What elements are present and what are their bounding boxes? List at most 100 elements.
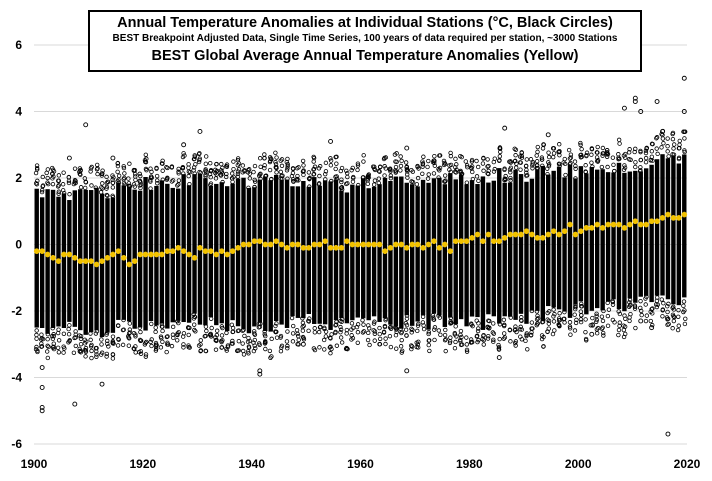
station-column xyxy=(263,176,268,332)
global-average-point xyxy=(240,241,247,248)
station-point xyxy=(77,171,83,177)
station-point xyxy=(568,155,574,160)
station-point xyxy=(343,346,349,352)
station-point xyxy=(159,161,165,166)
station-point xyxy=(426,158,431,164)
global-average-point xyxy=(33,248,40,254)
station-point xyxy=(525,173,530,178)
station-column xyxy=(643,168,649,296)
station-point xyxy=(371,182,377,187)
station-point xyxy=(470,176,476,182)
global-average-point xyxy=(218,248,225,254)
station-point xyxy=(279,173,284,179)
station-point xyxy=(557,163,562,168)
station-column xyxy=(295,186,301,318)
global-average-point xyxy=(229,248,236,254)
global-average-point xyxy=(393,241,399,248)
station-column xyxy=(671,155,676,305)
station-point xyxy=(540,146,546,151)
station-point xyxy=(476,178,481,184)
station-point xyxy=(98,352,104,357)
station-point xyxy=(143,166,149,172)
station-point xyxy=(546,326,551,331)
station-column xyxy=(170,187,175,323)
station-column xyxy=(312,177,317,324)
station-point xyxy=(321,337,327,343)
station-point xyxy=(192,322,197,327)
station-point xyxy=(453,165,458,170)
station-point xyxy=(224,162,230,167)
station-point xyxy=(583,329,588,335)
station-point xyxy=(50,326,55,331)
station-point xyxy=(328,158,334,163)
station-point xyxy=(110,340,115,346)
station-point xyxy=(230,179,235,185)
station-point xyxy=(301,168,306,173)
station-point xyxy=(213,347,219,352)
station-point xyxy=(273,160,278,165)
station-point xyxy=(252,332,258,337)
station-point xyxy=(198,170,203,176)
station-point xyxy=(311,172,316,177)
station-point xyxy=(448,320,454,325)
global-average-point xyxy=(387,244,394,251)
station-point xyxy=(367,342,372,348)
station-point xyxy=(403,160,409,165)
global-average-point xyxy=(518,231,524,238)
station-column xyxy=(382,177,388,319)
station-outlier xyxy=(496,355,502,360)
station-point xyxy=(540,163,545,169)
station-point xyxy=(655,151,660,157)
station-point xyxy=(115,323,121,328)
station-point xyxy=(170,178,176,183)
station-point xyxy=(110,352,116,357)
station-column xyxy=(556,166,562,310)
station-point xyxy=(469,159,475,164)
station-point xyxy=(545,317,550,322)
station-point xyxy=(263,333,268,339)
station-point xyxy=(218,172,223,177)
global-average-point xyxy=(447,248,454,254)
station-point xyxy=(339,185,345,190)
station-point xyxy=(323,160,329,166)
station-point xyxy=(604,154,610,160)
station-point xyxy=(485,336,491,341)
station-point xyxy=(56,189,62,194)
global-average-point xyxy=(235,244,241,251)
station-point xyxy=(632,149,637,155)
station-point xyxy=(551,319,557,324)
global-average-point xyxy=(665,211,671,218)
station-point xyxy=(311,167,316,172)
station-point xyxy=(105,179,111,185)
station-point xyxy=(612,168,617,174)
global-average-point xyxy=(452,238,459,245)
station-point xyxy=(39,341,44,346)
station-point xyxy=(377,331,382,337)
station-point xyxy=(621,153,627,158)
station-point xyxy=(306,319,312,324)
station-column xyxy=(388,180,393,325)
station-point xyxy=(149,343,154,349)
station-point xyxy=(458,168,463,174)
station-point xyxy=(661,301,666,306)
station-outlier xyxy=(72,401,78,407)
station-column xyxy=(524,181,529,324)
station-point xyxy=(387,333,393,339)
station-point xyxy=(546,160,551,165)
station-point xyxy=(366,330,371,336)
station-point xyxy=(415,175,421,181)
station-point xyxy=(214,332,220,338)
station-point xyxy=(497,158,502,163)
station-point xyxy=(105,193,110,198)
station-point xyxy=(601,308,606,314)
station-point xyxy=(176,320,181,326)
station-point xyxy=(89,348,94,354)
global-average-point xyxy=(316,241,323,248)
station-point xyxy=(469,322,474,327)
station-point xyxy=(508,159,513,164)
station-column xyxy=(475,184,480,318)
station-point xyxy=(672,142,677,147)
station-point xyxy=(208,167,214,173)
station-point xyxy=(589,160,594,165)
station-column xyxy=(355,185,360,318)
